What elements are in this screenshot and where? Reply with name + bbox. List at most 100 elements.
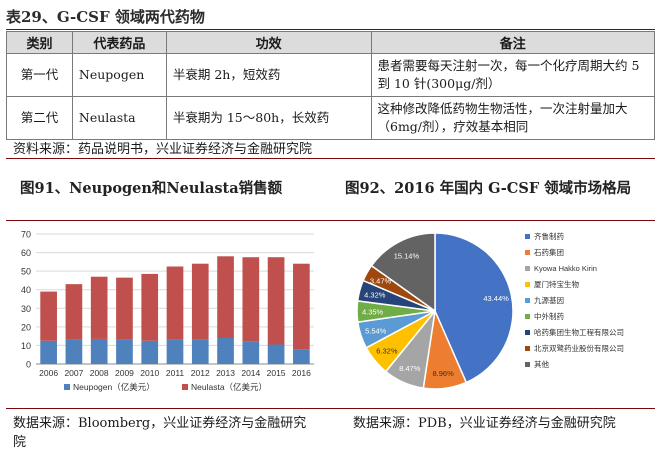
bar-segment xyxy=(217,256,234,338)
row-generation: 第一代 xyxy=(6,53,73,97)
x-tick-label: 2013 xyxy=(216,368,235,378)
table-top-rule xyxy=(6,29,655,30)
x-tick-label: 2010 xyxy=(140,368,159,378)
fig92-source: 数据来源：PDB，兴业证券经济与金融研究院 xyxy=(353,416,616,431)
header-effect: 功效 xyxy=(165,31,372,54)
legend-label: 石药集团 xyxy=(534,247,564,257)
bar-segment xyxy=(116,339,133,364)
bar-segment xyxy=(65,339,83,364)
y-tick-label: 40 xyxy=(21,285,31,295)
legend-label: Neulasta（亿美元） xyxy=(191,382,267,392)
y-tick-label: 0 xyxy=(26,360,31,370)
table-row: 第一代 Neupogen 半衰期 2h，短效药 患者需要每天注射一次，每一个化疗… xyxy=(6,53,655,97)
row-generation: 第二代 xyxy=(6,96,73,140)
row-drug: Neupogen xyxy=(71,53,167,97)
table-source: 资料来源：药品说明书，兴业证券经济与金融研究院 xyxy=(13,142,313,157)
bar-segment xyxy=(166,339,184,364)
legend-swatch xyxy=(64,384,70,390)
legend-swatch xyxy=(525,362,530,367)
bar-segment xyxy=(293,263,310,350)
pie-slice xyxy=(370,232,436,313)
legend-swatch xyxy=(182,384,188,390)
pie-slice-label: 15.14% xyxy=(394,252,420,261)
table-row: 第二代 Neulasta 半衰期为 15～80h，长效药 这种修改降低药物生物活… xyxy=(6,96,655,140)
pie-slice-label: 4.35% xyxy=(362,307,384,316)
bar-segment xyxy=(116,277,133,340)
x-tick-label: 2009 xyxy=(115,368,134,378)
legend-label: 齐鲁制药 xyxy=(534,231,564,241)
row-effect: 半衰期为 15～80h，长效药 xyxy=(165,96,372,140)
pie-slice xyxy=(434,232,514,384)
legend-label: 中外制药 xyxy=(534,311,564,321)
bar-segment xyxy=(141,340,159,364)
y-tick-label: 10 xyxy=(21,341,31,351)
legend-label: 其他 xyxy=(534,359,549,369)
bar-segment xyxy=(242,341,260,364)
bar-segment xyxy=(90,338,108,364)
market-share-pie-chart: 43.44% 8.96% 8.47%6.32% 5.54% 4.35% 4.32% 3.47… xyxy=(356,231,624,390)
x-tick-label: 2006 xyxy=(39,368,58,378)
legend-swatch xyxy=(525,266,530,271)
legend-label: 哈药集团生物工程有限公司 xyxy=(534,327,624,337)
bar-segment xyxy=(166,266,184,340)
sales-bar-chart: 0 10 20 30 40 50 60 70 2006 2007 2008 2009 2010 2011 2… xyxy=(21,230,314,392)
legend-swatch xyxy=(525,282,530,287)
row-note: 这种修改降低药物生物活性，一次注射量加大（6mg/剂），疗效基本相同 xyxy=(370,96,655,140)
legend-swatch xyxy=(525,250,530,255)
figure-top-rule xyxy=(6,220,655,221)
bar-segment xyxy=(191,339,209,364)
bar-segment xyxy=(267,344,285,364)
y-tick-label: 50 xyxy=(21,267,31,277)
legend-label: 九源基因 xyxy=(534,295,564,305)
legend-swatch xyxy=(525,330,530,335)
pie-slice-label: 43.44% xyxy=(483,294,509,303)
bar-segment xyxy=(217,338,234,364)
bar-segment xyxy=(293,349,310,364)
x-tick-label: 2012 xyxy=(191,368,210,378)
x-tick-label: 2011 xyxy=(166,368,185,378)
table-header-row: 类别 代表药品 功效 备注 xyxy=(6,31,655,54)
x-tick-label: 2007 xyxy=(64,368,83,378)
bar-segment xyxy=(191,263,209,340)
bar-segment xyxy=(90,276,108,339)
table-title: 表29、G-CSF 领域两代药物 xyxy=(6,8,205,26)
row-effect: 半衰期 2h，短效药 xyxy=(165,53,372,97)
figure-bottom-rule xyxy=(6,408,655,409)
header-note: 备注 xyxy=(370,31,655,54)
pie-slice-label: 8.47% xyxy=(399,364,421,373)
bar-segment xyxy=(40,291,57,341)
pie-slice-label: 3.47% xyxy=(370,277,392,286)
pie-slice-label: 6.32% xyxy=(376,347,398,356)
x-tick-label: 2008 xyxy=(90,368,109,378)
fig91-source: 数据来源：Bloomberg，兴业证券经济与金融研究院 xyxy=(13,416,307,450)
legend-swatch xyxy=(525,298,530,303)
x-tick-label: 2014 xyxy=(241,368,260,378)
table-bottom-rule xyxy=(6,158,655,159)
legend-swatch xyxy=(525,314,530,319)
pie-slice-label: 5.54% xyxy=(365,326,387,335)
bar-segment xyxy=(267,257,285,345)
bar-segment xyxy=(141,273,159,341)
y-tick-label: 60 xyxy=(21,248,31,258)
legend-label: 厦门特宝生物 xyxy=(534,279,579,289)
legend-label: Neupogen（亿美元） xyxy=(73,382,155,392)
x-tick-label: 2015 xyxy=(267,368,286,378)
header-drug: 代表药品 xyxy=(71,31,167,54)
bar-segment xyxy=(65,284,83,340)
legend-label: 北京双鹭药业股份有限公司 xyxy=(534,343,624,353)
drug-table: 类别 代表药品 功效 备注 第一代 Neupogen 半衰期 2h，短效药 患者… xyxy=(6,31,655,140)
fig91-title: 图91、Neupogen和Neulasta销售额 xyxy=(20,180,283,197)
x-tick-label: 2016 xyxy=(292,368,311,378)
pie-slice-label: 4.32% xyxy=(364,291,386,300)
header-category: 类别 xyxy=(6,31,73,54)
y-tick-label: 20 xyxy=(21,322,31,332)
legend-swatch xyxy=(525,346,530,351)
row-drug: Neulasta xyxy=(71,96,167,140)
legend-swatch xyxy=(525,234,530,239)
legend-label: Kyowa Hakko Kirin xyxy=(534,264,597,273)
y-tick-label: 70 xyxy=(21,230,31,240)
bar-segment xyxy=(40,340,57,364)
row-note: 患者需要每天注射一次，每一个化疗周期大约 5 到 10 针(300μg/剂） xyxy=(370,53,655,97)
fig92-title: 图92、2016 年国内 G-CSF 领域市场格局 xyxy=(345,180,632,197)
y-tick-label: 30 xyxy=(21,304,31,314)
